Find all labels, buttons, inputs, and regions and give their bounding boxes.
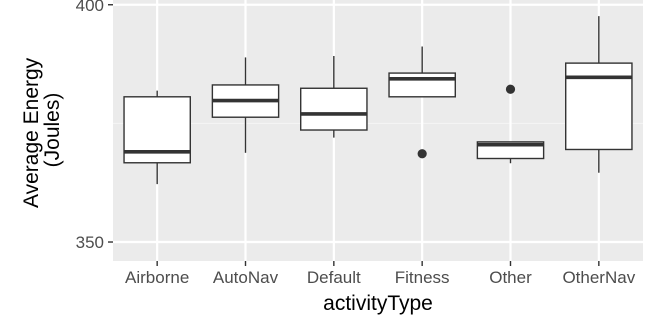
box-autonav	[211, 57, 280, 153]
y-axis-title-line-2: (Joules)	[41, 93, 64, 168]
outlier-point-other-0	[505, 84, 516, 94]
x-tick-label-fitness: Fitness	[395, 268, 450, 287]
box-series	[123, 16, 633, 185]
x-tick-label-autonav: AutoNav	[213, 268, 279, 287]
x-axis: Airborne AutoNav Default Fitness Other OtherN…	[125, 261, 636, 287]
box-body-fitness	[388, 72, 456, 98]
outlier-point-fitness-0	[417, 149, 427, 159]
x-tick-label-airborne: Airborne	[125, 268, 189, 287]
x-tick-label-othernav: OtherNav	[562, 268, 635, 287]
y-tick-label-350: 350	[76, 233, 104, 252]
y-axis-title-line-1: Average Energy	[20, 57, 43, 208]
box-default	[300, 55, 368, 138]
box-othernav	[565, 16, 633, 173]
x-tick-label-other: Other	[489, 268, 532, 287]
box-fitness	[388, 46, 456, 159]
y-axis: 350 400	[76, 0, 113, 252]
box-airborne	[123, 90, 191, 185]
box-body-default	[300, 87, 368, 131]
y-tick-label-400: 400	[76, 0, 104, 15]
box-other	[476, 84, 545, 164]
plot-panel	[113, 0, 643, 261]
x-tick-label-default: Default	[307, 268, 361, 287]
x-axis-title: activityType	[323, 292, 433, 315]
y-axis-title: Average Energy (Joules)	[20, 52, 64, 208]
